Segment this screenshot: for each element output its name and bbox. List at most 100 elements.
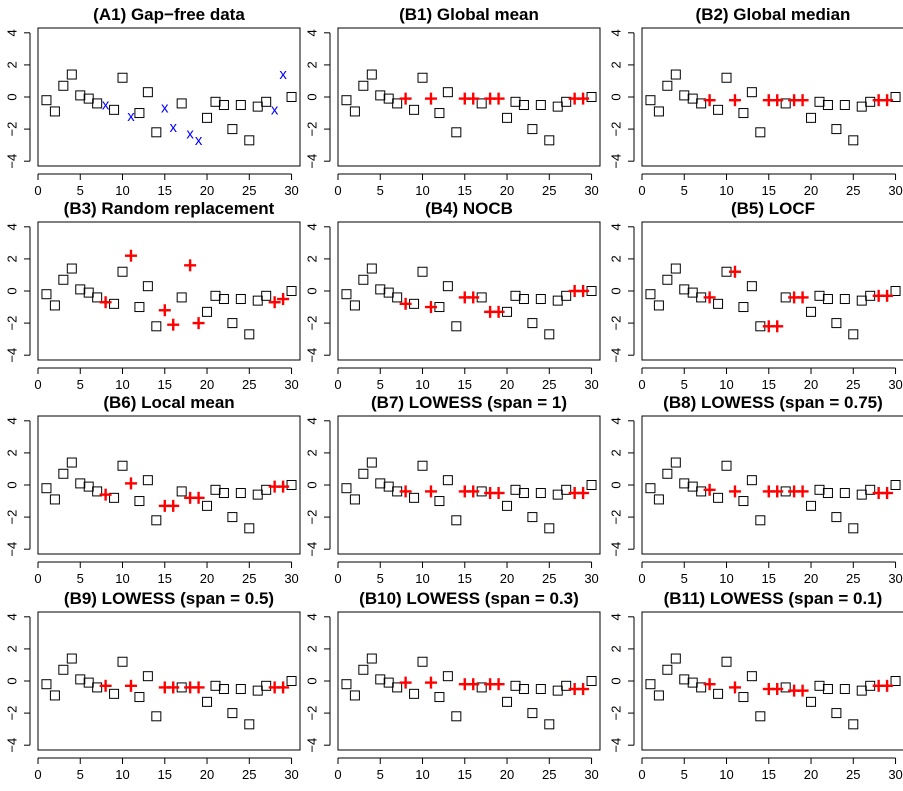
observed-point: [662, 80, 673, 91]
imputed-marker: [424, 485, 437, 498]
x-tick-label: 30: [584, 377, 598, 392]
gap-marker: x: [102, 97, 110, 114]
observed-point: [645, 483, 656, 494]
panel-12: (B11) LOWESS (span = 0.1)0 5 10 15 20 25 30−4−…: [608, 589, 903, 782]
x-tick-label: 20: [500, 377, 514, 392]
x-tick-label: 25: [846, 571, 860, 586]
x-tick-label: 10: [719, 377, 733, 392]
x-tick-label: 20: [200, 767, 214, 782]
x-tick-label: 15: [158, 183, 172, 198]
observed-point: [839, 684, 850, 695]
x-tick-label: 0: [34, 571, 41, 586]
observed-point: [66, 457, 77, 468]
observed-point: [755, 515, 766, 526]
y-tick-label: 0: [608, 287, 623, 294]
y-tick-label: −4: [608, 154, 623, 169]
observed-point: [41, 289, 52, 300]
observed-point: [142, 87, 153, 98]
observed-point: [286, 286, 297, 296]
observed-point: [442, 281, 453, 292]
x-tick-label: 10: [719, 571, 733, 586]
panel-title: (B7) LOWESS (span = 1): [371, 393, 567, 412]
observed-point: [451, 321, 462, 332]
imputed-marker: [277, 293, 290, 306]
imputed-marker: [771, 683, 784, 696]
observed-point: [210, 680, 221, 691]
panel-7: (B6) Local mean 0 5 10 15 20 25 30 −4 −2 0 2 4: [4, 393, 301, 586]
x-tick-label: 25: [242, 571, 256, 586]
x-tick-label: 25: [242, 183, 256, 198]
observed-point: [218, 294, 229, 305]
y-tick-label: 2: [608, 61, 623, 68]
imputed-marker: [796, 684, 809, 697]
observed-point: [117, 266, 128, 277]
observed-point: [261, 96, 272, 107]
imputed-marker: [796, 291, 809, 304]
observed-point: [518, 100, 529, 111]
y-tick-label: 4: [304, 417, 319, 424]
observed-point: [755, 711, 766, 722]
x-tick-label: 30: [888, 767, 902, 782]
y-tick-label: 2: [4, 645, 19, 652]
gap-marker: x: [271, 101, 279, 118]
observed-point: [890, 286, 901, 296]
observed-point: [442, 671, 453, 682]
imputed-marker: [771, 320, 784, 333]
observed-point: [134, 302, 145, 313]
panel-5: (B4) NOCB 0 5 10 15 20 25 30 −4 −2 0 2 4: [304, 199, 601, 392]
observed-point: [58, 664, 69, 675]
observed-point: [746, 87, 757, 98]
y-tick-label: 4: [608, 29, 623, 36]
observed-point: [358, 664, 369, 675]
observed-point: [831, 318, 842, 329]
x-tick-label: 30: [284, 183, 298, 198]
observed-point: [341, 679, 352, 690]
observed-point: [848, 523, 859, 534]
observed-point: [687, 93, 698, 104]
observed-point: [662, 468, 673, 479]
y-tick-label: −2: [608, 510, 623, 525]
observed-point: [502, 112, 513, 123]
observed-point: [58, 80, 69, 91]
observed-point: [687, 481, 698, 492]
observed-point: [839, 100, 850, 111]
x-tick-label: 10: [415, 767, 429, 782]
observed-point: [58, 468, 69, 479]
observed-point: [358, 80, 369, 91]
observed-point: [527, 124, 538, 135]
y-tick-label: −4: [608, 738, 623, 753]
observed-point: [586, 480, 597, 490]
observed-point: [151, 127, 162, 138]
observed-point: [848, 329, 859, 340]
imputed-marker: [771, 485, 784, 498]
imputed-marker: [124, 249, 137, 262]
observed-point: [518, 294, 529, 305]
observed-point: [518, 684, 529, 695]
y-tick-label: 0: [4, 481, 19, 488]
imputed-marker: [728, 485, 741, 498]
imputed-marker: [881, 94, 894, 107]
observed-point: [117, 72, 128, 83]
x-tick-label: 0: [334, 571, 341, 586]
imputed-marker: [492, 487, 505, 500]
panel-6: (B5) LOCF 0 5 10 15 20 25 30 −4 −2 0 2 4: [608, 199, 903, 392]
panel-title: (B6) Local mean: [103, 393, 234, 412]
gap-marker: x: [161, 100, 169, 117]
y-tick-label: −4: [304, 154, 319, 169]
observed-point: [202, 112, 213, 123]
y-tick-label: 4: [304, 29, 319, 36]
observed-point: [755, 127, 766, 138]
observed-point: [662, 664, 673, 675]
x-tick-label: 0: [34, 767, 41, 782]
imputed-marker: [796, 94, 809, 107]
panel-title: (B11) LOWESS (span = 0.1): [664, 589, 883, 608]
observed-point: [109, 688, 120, 699]
plot-frame: [641, 27, 903, 167]
observed-point: [409, 104, 420, 115]
y-tick-label: 2: [304, 449, 319, 456]
observed-point: [244, 329, 255, 340]
imputed-marker: [577, 285, 590, 297]
observed-point: [721, 460, 732, 471]
x-tick-label: 30: [284, 571, 298, 586]
observed-point: [392, 98, 403, 109]
